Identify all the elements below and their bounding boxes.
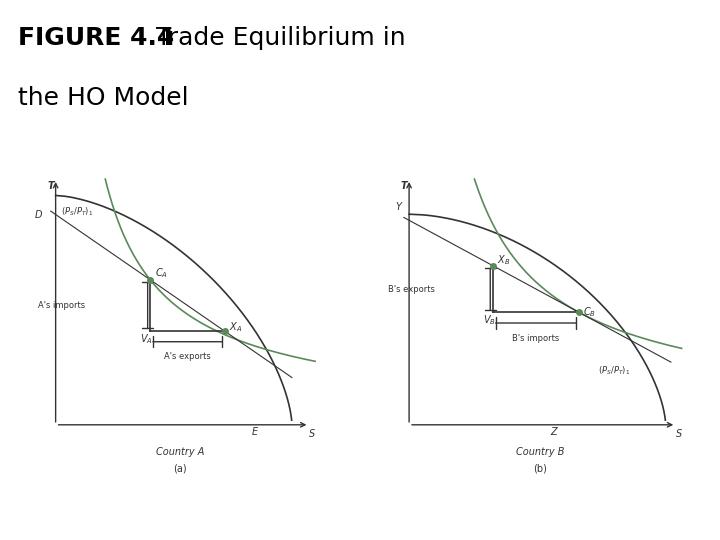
Text: Country A: Country A	[156, 447, 204, 457]
Text: A's imports: A's imports	[38, 301, 86, 310]
Text: FIGURE 4.4: FIGURE 4.4	[18, 26, 174, 50]
Text: Z: Z	[550, 427, 557, 437]
Text: (a): (a)	[174, 464, 186, 474]
Text: 4-20: 4-20	[678, 511, 709, 525]
Text: $X_A$: $X_A$	[228, 320, 242, 334]
Text: $C_A$: $C_A$	[155, 266, 168, 280]
Text: (b): (b)	[533, 464, 547, 474]
Text: ©2013 Pearson Education, Inc. All rights reserved.: ©2013 Pearson Education, Inc. All rights…	[11, 514, 240, 523]
Text: T: T	[400, 181, 408, 192]
Text: S: S	[675, 429, 682, 439]
Text: Y: Y	[395, 202, 402, 212]
Text: B's exports: B's exports	[388, 285, 436, 294]
Text: $(P_S/P_T)_1$: $(P_S/P_T)_1$	[598, 364, 630, 377]
Text: $(P_S/P_T)_1$: $(P_S/P_T)_1$	[60, 205, 93, 218]
Text: Trade Equilibrium in: Trade Equilibrium in	[140, 26, 406, 50]
Text: B's imports: B's imports	[513, 334, 559, 342]
Text: Country B: Country B	[516, 447, 564, 457]
Text: the HO Model: the HO Model	[18, 85, 189, 110]
Text: E: E	[251, 427, 258, 437]
Text: T: T	[48, 181, 54, 192]
Text: $V_B$: $V_B$	[482, 313, 495, 327]
Text: A's exports: A's exports	[164, 352, 211, 361]
Text: S: S	[309, 429, 315, 439]
Text: $C_B$: $C_B$	[583, 305, 596, 319]
Text: $V_A$: $V_A$	[140, 332, 153, 346]
Text: $X_B$: $X_B$	[497, 253, 510, 267]
Text: D: D	[35, 210, 42, 220]
